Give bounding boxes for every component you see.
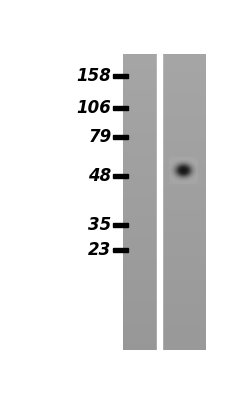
Text: 158: 158 <box>76 67 111 85</box>
Text: 106: 106 <box>76 99 111 117</box>
Bar <box>113 174 128 178</box>
Text: 48: 48 <box>88 167 111 185</box>
Text: 35: 35 <box>88 216 111 234</box>
Bar <box>113 136 128 139</box>
Bar <box>157 54 161 350</box>
Text: 79: 79 <box>88 128 111 146</box>
Bar <box>113 248 128 252</box>
Text: 23: 23 <box>88 241 111 259</box>
Bar <box>113 74 128 78</box>
Bar <box>113 223 128 227</box>
Bar <box>113 106 128 110</box>
